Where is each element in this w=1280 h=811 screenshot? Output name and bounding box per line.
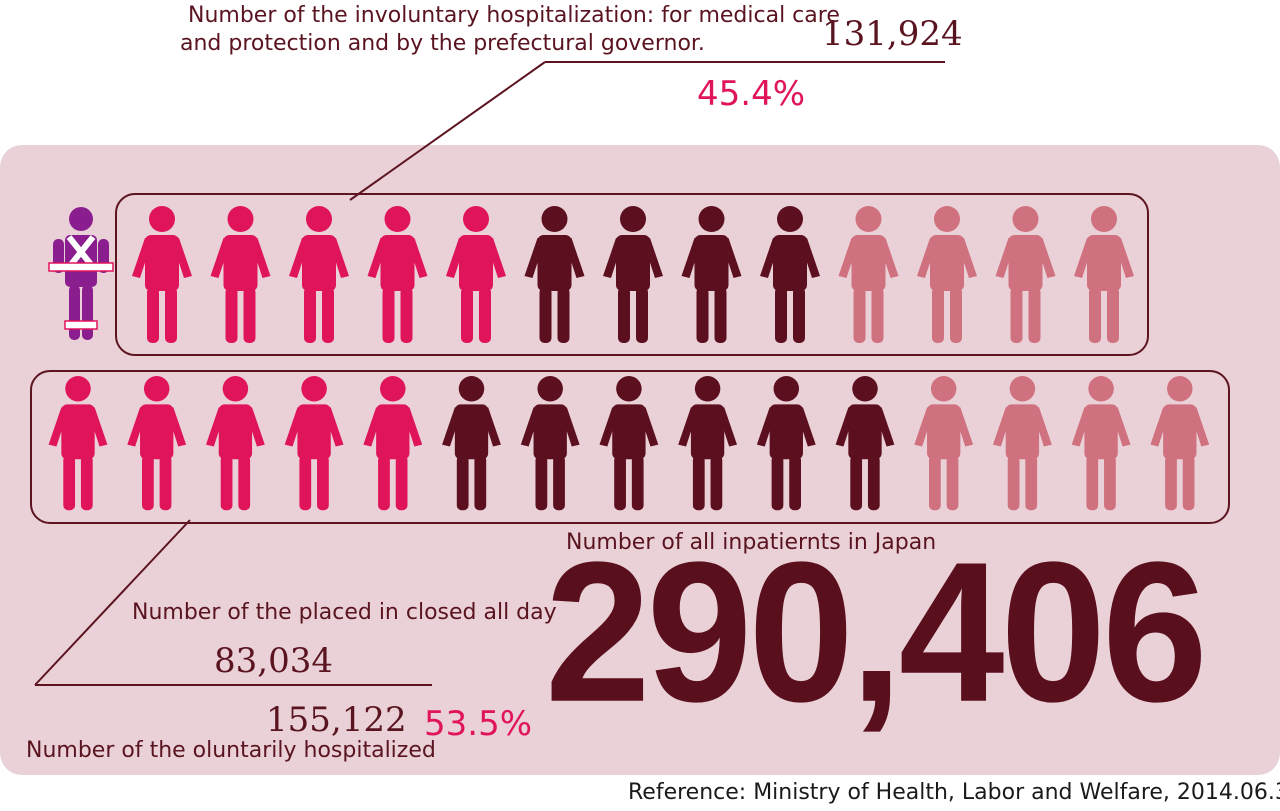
person-icon: [363, 375, 423, 511]
voluntary-group-box: [30, 370, 1230, 524]
person-icon: [603, 206, 663, 343]
total-value: 290,406: [545, 521, 1208, 744]
person-icon: [289, 206, 349, 343]
involuntary-label-line2: and protection and by the prefectural go…: [180, 31, 705, 56]
person-icon: [48, 375, 108, 511]
person-icon: [599, 375, 659, 511]
person-icon: [210, 206, 271, 343]
person-icon: [995, 206, 1056, 343]
person-icon: [206, 375, 265, 511]
total-label: Number of all inpatiernts in Japan: [566, 530, 937, 555]
person-icon: [520, 375, 580, 511]
person-icon: [1150, 375, 1210, 511]
voluntary-percent: 53.5%: [424, 704, 533, 744]
person-icon: [1071, 375, 1131, 511]
person-icon: [914, 375, 974, 511]
restrained-patient-icon: [48, 207, 114, 340]
person-icon: [756, 375, 816, 511]
closed-label: Number of the placed in closed all day: [132, 600, 557, 625]
voluntary-leader-line: [34, 519, 191, 686]
person-icon: [127, 375, 187, 511]
person-icon: [284, 375, 344, 511]
person-icon: [917, 206, 977, 343]
involuntary-group-box: [115, 193, 1149, 356]
person-icon: [838, 206, 899, 343]
involuntary-value: 131,924: [822, 14, 963, 54]
person-icon: [442, 375, 501, 511]
person-icon: [1074, 206, 1134, 343]
person-icon: [835, 375, 895, 511]
involuntary-percent: 45.4%: [697, 74, 806, 114]
voluntary-figures: [48, 375, 1210, 511]
reference-note: Reference: Ministry of Health, Labor and…: [628, 780, 1280, 805]
person-icon: [132, 206, 192, 343]
voluntary-label: Number of the oluntarily hospitalized: [26, 738, 436, 763]
involuntary-label-line1: Number of the involuntary hospitalizatio…: [188, 3, 840, 28]
person-icon: [681, 206, 742, 343]
closed-value: 83,034: [214, 641, 333, 681]
involuntary-leader-line: [349, 61, 546, 201]
person-icon: [993, 375, 1052, 511]
person-icon: [446, 206, 506, 343]
person-icon: [524, 206, 585, 343]
voluntary-value: 155,122: [266, 700, 407, 740]
person-icon: [678, 375, 737, 511]
involuntary-figures: [132, 206, 1134, 343]
person-icon: [760, 206, 820, 343]
person-icon: [367, 206, 428, 343]
